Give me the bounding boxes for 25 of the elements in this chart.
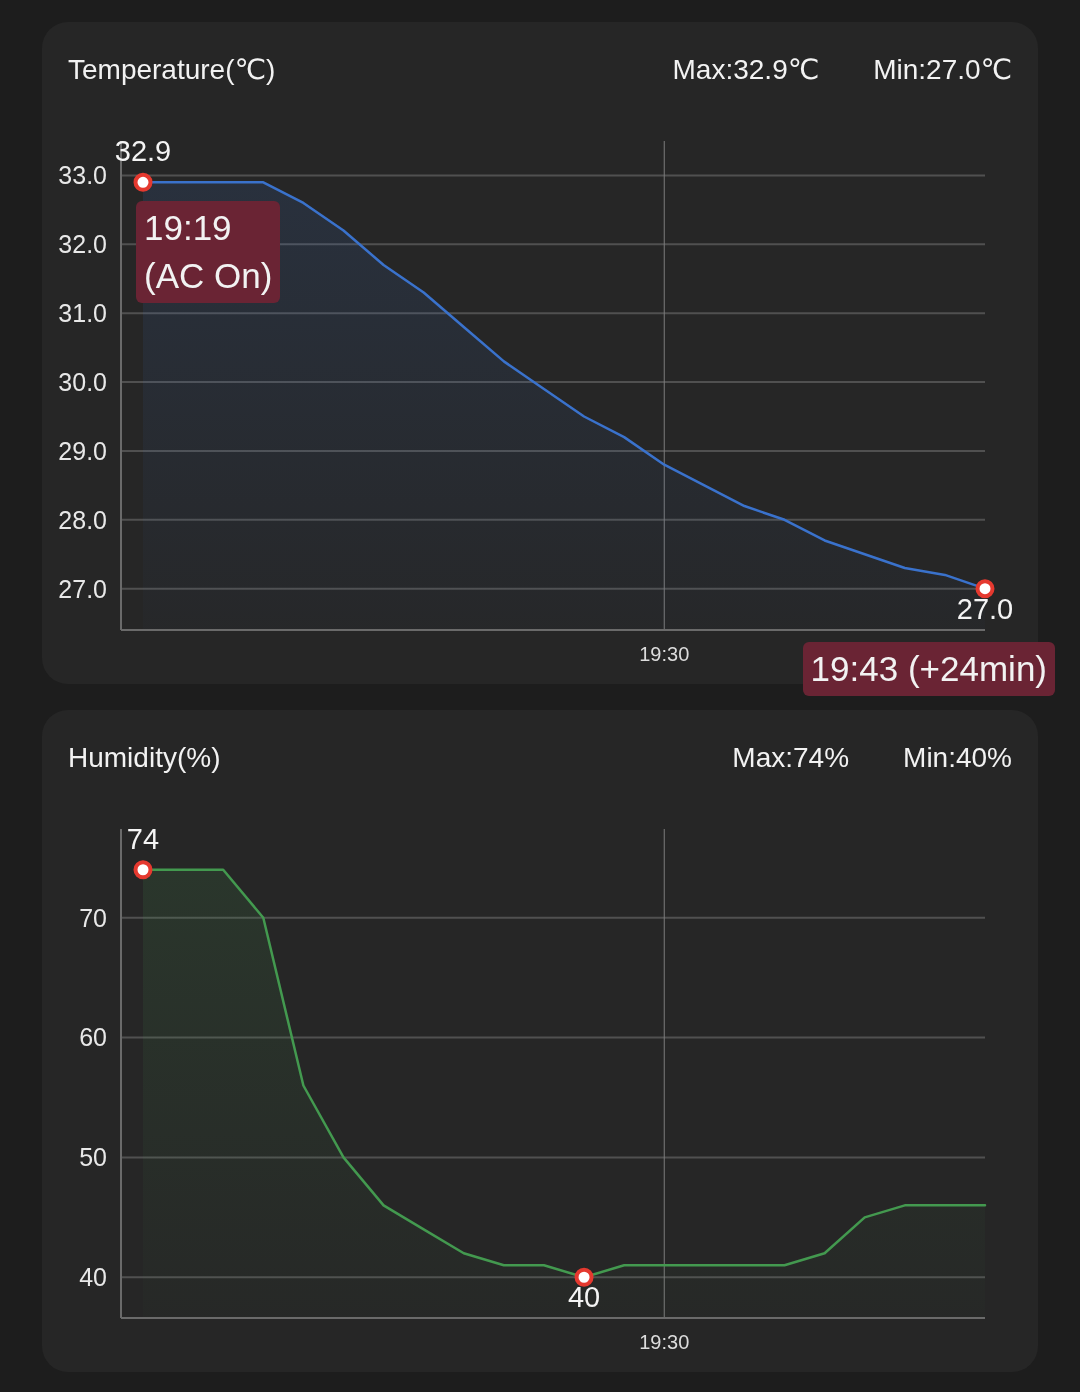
text: Min:40% <box>903 741 1012 775</box>
text: Min:27.0℃ <box>873 53 1012 87</box>
text: Max:74% <box>732 741 850 775</box>
annotation: 19:19 (AC On) <box>144 208 273 296</box>
y-tick-label: 50 <box>79 1143 107 1172</box>
y-tick-label: 40 <box>79 1263 107 1292</box>
chart-title: Temperature(℃) <box>68 54 276 85</box>
y-tick-label: 27.0 <box>58 574 107 603</box>
y-tick-label: 70 <box>79 903 107 932</box>
y-tick-label: 33.0 <box>58 161 107 190</box>
text: Max:32.9℃ <box>672 53 820 87</box>
data-label: 40 <box>567 1280 601 1313</box>
data-label: 74 <box>126 822 160 855</box>
y-tick-label: 32.0 <box>58 230 107 259</box>
y-tick-label: 60 <box>79 1023 107 1052</box>
x-tick-label: 19:30 <box>639 643 690 666</box>
y-tick-label: 29.0 <box>58 436 107 465</box>
data-label: 32.9 <box>114 134 172 167</box>
x-tick-label: 19:30 <box>639 1331 690 1354</box>
chart-title: Humidity(%) <box>68 742 221 773</box>
y-tick-label: 28.0 <box>58 505 107 534</box>
data-label: 27.0 <box>956 592 1014 625</box>
y-tick-label: 31.0 <box>58 299 107 328</box>
text: 19:43 (+24min) <box>810 648 1047 688</box>
y-tick-label: 30.0 <box>58 367 107 396</box>
